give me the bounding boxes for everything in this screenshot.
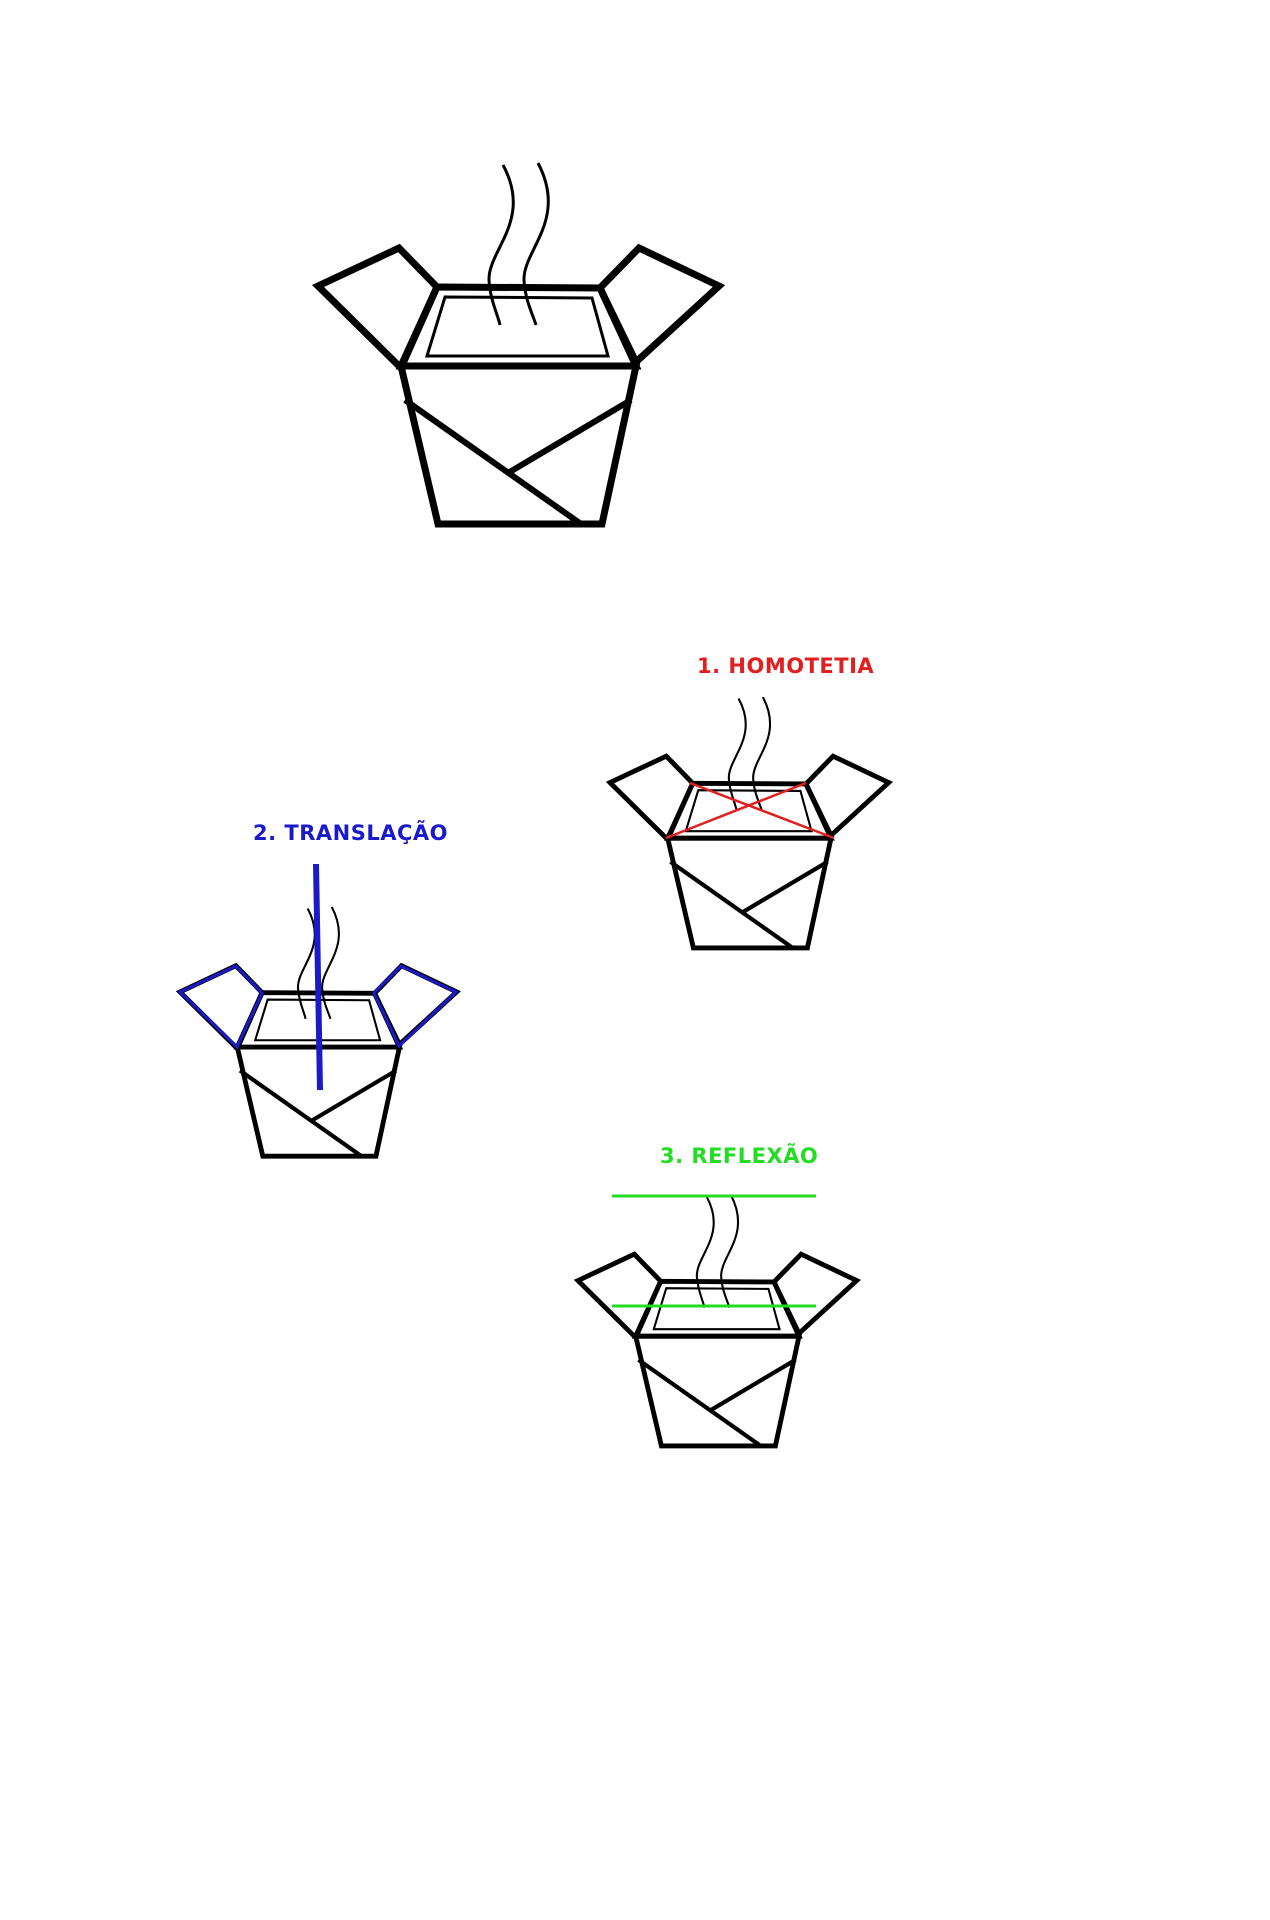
translacao-right-flap: [372, 964, 459, 1049]
homotetia-label: 1. HOMOTETIA: [697, 654, 874, 678]
homotetia-diagonal-2: [665, 781, 807, 840]
reflexao-label: 3. REFLEXÃO: [660, 1143, 818, 1168]
translacao-left-flap: [177, 964, 264, 1050]
reflexao-box: [578, 1195, 857, 1446]
translacao-axis: [313, 863, 323, 1091]
homotetia-diagonal-1: [689, 781, 835, 840]
translacao-label: 2. TRANSLAÇÃO: [253, 820, 448, 845]
translacao-flaps: [177, 964, 459, 1050]
homotetia-box: [610, 697, 889, 948]
homotetia-diagonals: [665, 781, 835, 840]
original-box: [318, 163, 719, 524]
